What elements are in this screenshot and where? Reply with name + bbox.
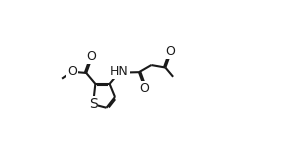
Text: O: O <box>140 82 150 95</box>
Text: O: O <box>86 50 96 63</box>
Text: HN: HN <box>110 65 129 78</box>
Text: O: O <box>67 65 77 78</box>
Text: S: S <box>89 97 98 111</box>
Text: O: O <box>166 45 175 58</box>
